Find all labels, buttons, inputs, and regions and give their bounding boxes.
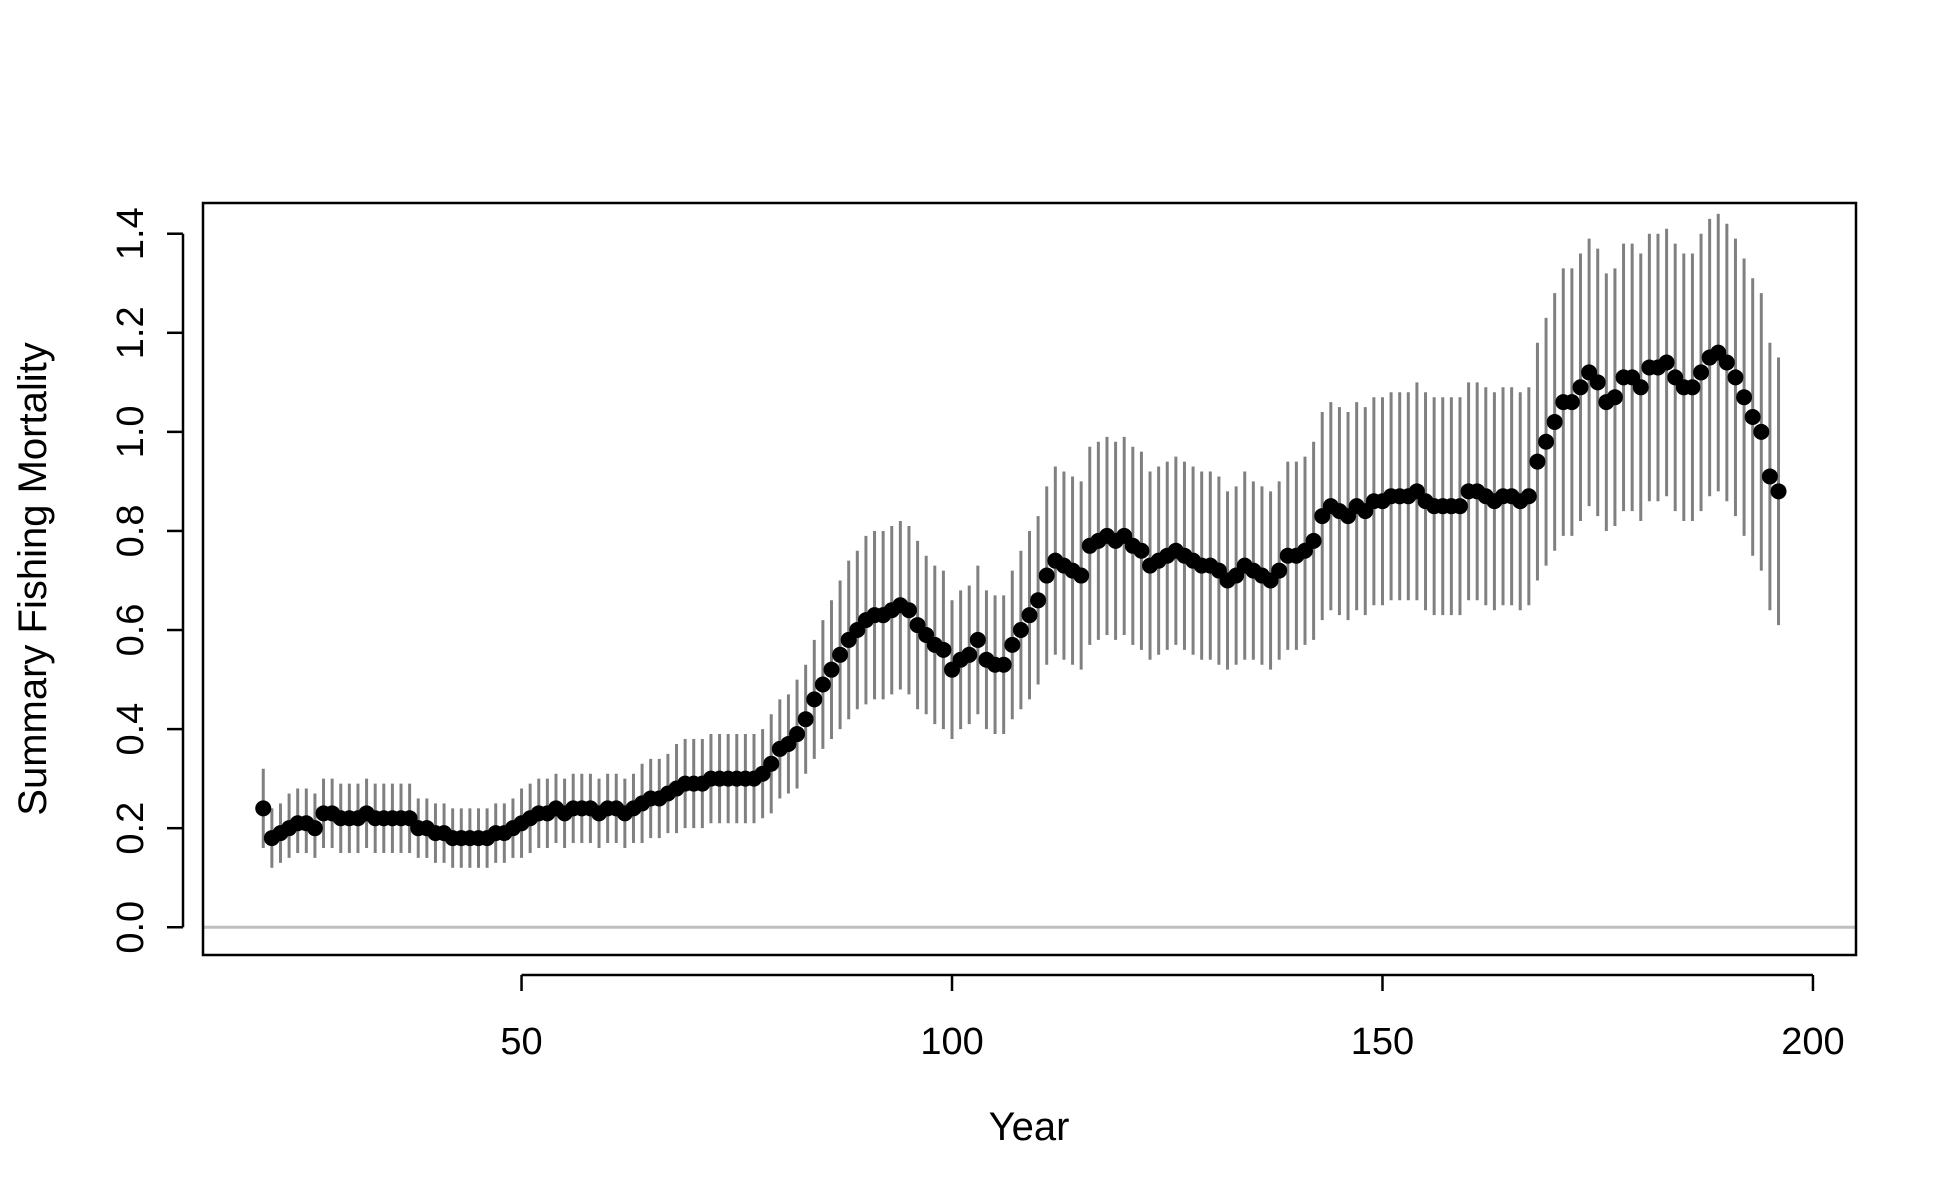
data-point: [832, 646, 849, 663]
data-point: [306, 820, 323, 837]
data-point: [995, 656, 1012, 673]
data-point: [1451, 498, 1468, 515]
x-tick-label: 200: [1781, 1021, 1844, 1063]
y-tick-label: 0.6: [110, 604, 152, 657]
plot-frame: [201, 201, 1858, 957]
data-point: [1770, 483, 1787, 500]
data-point: [255, 800, 272, 817]
data-point: [1744, 409, 1761, 426]
data-point: [1658, 354, 1675, 371]
data-point: [1529, 453, 1546, 470]
data-point: [969, 631, 986, 648]
y-tick-label: 0.2: [110, 802, 152, 855]
data-point: [797, 711, 814, 728]
data-point: [961, 646, 978, 663]
y-axis: 0.0 0.2 0.4 0.6 0.8 1.0 1.2 1.4: [110, 207, 185, 954]
y-tick-label: 0.0: [110, 901, 152, 954]
data-point: [1693, 364, 1710, 381]
data-point: [1538, 433, 1555, 450]
data-point: [1546, 413, 1563, 430]
y-axis-label: Summary Fishing Mortality: [11, 342, 55, 815]
data-points-group: [255, 344, 1787, 847]
data-point: [1073, 567, 1090, 584]
data-point: [1606, 389, 1623, 406]
x-tick-label: 100: [920, 1021, 983, 1063]
data-point: [1038, 567, 1055, 584]
data-point: [814, 676, 831, 693]
data-point: [1753, 423, 1770, 440]
data-point: [823, 661, 840, 678]
data-point: [1012, 622, 1029, 639]
y-tick-label: 1.0: [110, 405, 152, 458]
data-point: [900, 602, 917, 619]
data-point: [1021, 607, 1038, 624]
y-tick-label: 0.4: [110, 703, 152, 756]
data-point: [1271, 562, 1288, 579]
data-point: [1004, 636, 1021, 653]
x-tick-label: 50: [500, 1021, 542, 1063]
data-point: [1520, 488, 1537, 505]
x-axis: 50 100 150 200: [500, 973, 1845, 1063]
data-point: [1133, 542, 1150, 559]
data-point: [1684, 379, 1701, 396]
data-point: [1632, 379, 1649, 396]
y-tick-label: 0.8: [110, 505, 152, 558]
data-point: [1761, 468, 1778, 485]
data-point: [1563, 394, 1580, 411]
data-point: [1030, 592, 1047, 609]
data-point: [1572, 379, 1589, 396]
data-point: [935, 641, 952, 658]
data-point: [1727, 369, 1744, 386]
data-point: [1718, 354, 1735, 371]
data-point: [1589, 374, 1606, 391]
data-point: [1736, 389, 1753, 406]
y-tick-label: 1.4: [110, 207, 152, 260]
data-point: [1305, 532, 1322, 549]
y-tick-label: 1.2: [110, 306, 152, 359]
x-tick-label: 150: [1351, 1021, 1414, 1063]
data-point: [789, 726, 806, 743]
x-axis-label: Year: [989, 1105, 1070, 1149]
data-point: [806, 691, 823, 708]
data-point: [763, 755, 780, 772]
